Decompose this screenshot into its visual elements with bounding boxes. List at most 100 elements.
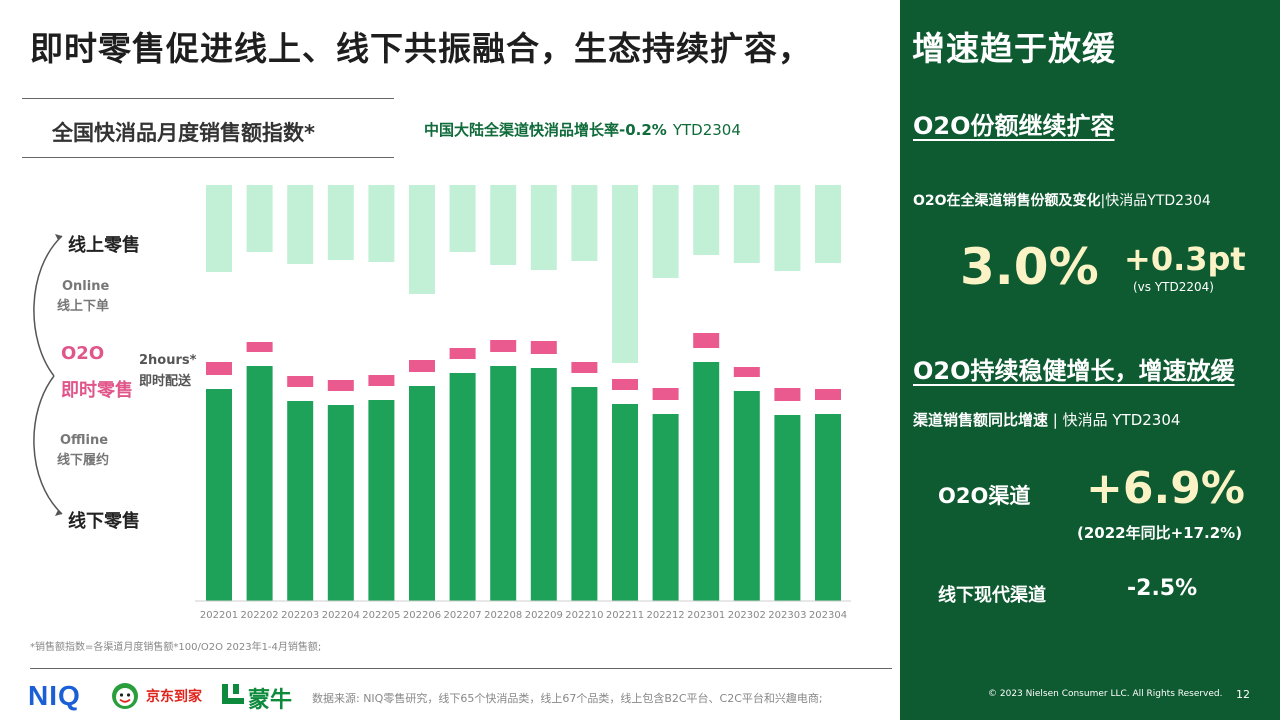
online-bar — [612, 185, 638, 363]
x-tick-label: 202202 — [241, 610, 279, 621]
share-label-bold: O2O在全渠道销售份额及变化 — [913, 193, 1101, 209]
offline-bar — [815, 414, 841, 601]
online-bar — [327, 185, 354, 260]
o2o-bar — [530, 341, 557, 354]
label-2hours: 2hours* — [139, 353, 197, 368]
growth-note-main: 中国大陆全渠道快消品增长率-0.2% — [424, 121, 667, 139]
growth-note-ytd: YTD2304 — [672, 121, 741, 139]
o2o-bar — [287, 376, 314, 387]
online-bar — [206, 185, 232, 272]
x-tick-label: 202302 — [728, 610, 766, 621]
label-offline-en: Offline — [60, 433, 109, 448]
x-tick-label: 202212 — [647, 610, 685, 621]
bracket-lower-curve — [33, 375, 63, 515]
label-o2o-en: O2O — [61, 343, 105, 364]
online-bar — [652, 185, 679, 278]
online-bar — [733, 185, 760, 263]
offline-bar — [490, 366, 517, 601]
mengniu-logo-text: 蒙牛 — [248, 688, 293, 713]
o2o-bar — [652, 388, 679, 400]
offline-bar — [327, 405, 354, 601]
offline-bar — [368, 400, 395, 601]
x-tick-labels: 202201 202202 202203 202204 202205 202206 2022… — [200, 610, 847, 621]
x-tick-label: 202205 — [362, 610, 400, 621]
growth-label: 渠道销售额同比增速 | 快消品 YTD2304 — [913, 409, 1180, 430]
offline-bar — [733, 391, 760, 601]
share-change: +0.3pt — [1124, 240, 1246, 278]
x-tick-label: 202206 — [403, 610, 441, 621]
offline-channel-label: 线下现代渠道 — [938, 585, 1046, 606]
offline-bar — [206, 389, 232, 601]
x-tick-label: 202210 — [565, 610, 603, 621]
growth-note: 中国大陆全渠道快消品增长率-0.2% YTD2304 — [424, 119, 741, 140]
source-note: 数据来源: NIQ零售研究，线下65个快消品类，线上67个品类，线上包含B2C平… — [312, 692, 823, 705]
label-offline-cn: 线下履约 — [57, 453, 110, 468]
online-bar — [368, 185, 395, 262]
online-bar — [490, 185, 517, 265]
online-bar — [449, 185, 476, 252]
label-online-cn: 线上下单 — [57, 299, 110, 314]
growth-heading: O2O持续稳健增长，增速放缓 — [913, 357, 1235, 385]
o2o-bar — [571, 362, 598, 373]
x-tick-label: 202303 — [768, 610, 806, 621]
offline-bar — [530, 368, 557, 601]
o2o-bar — [327, 380, 354, 391]
bars-layer — [206, 185, 841, 601]
share-heading: O2O份额继续扩容 — [913, 112, 1115, 140]
offline-bar — [287, 401, 314, 601]
o2o-bar — [246, 342, 273, 352]
niq-logo: NIQ — [28, 680, 81, 711]
x-tick-label: 202208 — [484, 610, 522, 621]
o2o-bar — [449, 348, 476, 359]
offline-bar — [449, 373, 476, 601]
offline-bar — [571, 387, 598, 601]
page-title: 即时零售促进线上、线下共振融合，生态持续扩容， — [30, 29, 812, 68]
o2o-bar — [368, 375, 395, 386]
x-tick-label: 202211 — [606, 610, 644, 621]
offline-bar — [612, 404, 638, 601]
share-label: O2O在全渠道销售份额及变化|快消品YTD2304 — [913, 190, 1211, 210]
share-change-note: (vs YTD2204) — [1133, 280, 1214, 294]
label-instant-delivery: 即时配送 — [139, 374, 192, 389]
offline-bar — [652, 414, 679, 601]
subtitle-bottom-rule — [22, 157, 394, 158]
bracket-bottom-arrow-icon — [55, 510, 62, 516]
offline-bar — [774, 415, 801, 601]
footer-rule — [30, 668, 892, 669]
share-value: 3.0% — [960, 238, 1099, 296]
online-bar — [409, 185, 435, 294]
label-offline-retail: 线下零售 — [68, 511, 140, 532]
x-tick-label: 202207 — [444, 610, 482, 621]
offline-bar — [693, 362, 720, 601]
jd-daojia-logo-text: 京东到家 — [146, 689, 202, 705]
copyright: © 2023 Nielsen Consumer LLC. All Rights … — [988, 689, 1223, 699]
label-o2o-cn: 即时零售 — [61, 380, 133, 401]
label-online-retail: 线上零售 — [68, 235, 140, 256]
o2o-growth-value: +6.9% — [1086, 463, 1245, 514]
x-tick-label: 202304 — [809, 610, 847, 621]
online-bar — [246, 185, 273, 252]
x-tick-label: 202203 — [281, 610, 319, 621]
x-tick-label: 202201 — [200, 610, 238, 621]
x-tick-label: 202204 — [322, 610, 360, 621]
o2o-bar — [733, 367, 760, 377]
chart-subtitle: 全国快消品月度销售额指数* — [52, 121, 315, 145]
o2o-bar — [815, 389, 841, 400]
footnote: *销售额指数=各渠道月度销售额*100/O2O 2023年1-4月销售额; — [30, 642, 322, 653]
x-tick-label: 202301 — [687, 610, 725, 621]
monthly-sales-chart: 202201 202202 202203 202204 202205 202206 2022… — [195, 185, 851, 621]
o2o-bar — [409, 360, 435, 372]
label-online-en: Online — [62, 279, 110, 294]
jd-daojia-logo-icon — [112, 683, 138, 709]
subtitle-top-rule — [22, 98, 394, 99]
online-bar — [815, 185, 841, 263]
online-bar — [530, 185, 557, 270]
o2o-channel-label: O2O渠道 — [938, 484, 1031, 508]
offline-bar — [409, 386, 435, 601]
offline-growth-value: -2.5% — [1127, 576, 1198, 601]
o2o-bar — [206, 362, 232, 375]
online-bar — [571, 185, 598, 261]
growth-label-rest: | 快消品 YTD2304 — [1052, 411, 1181, 429]
x-tick-label: 202209 — [525, 610, 563, 621]
bracket-upper-curve — [33, 235, 63, 377]
